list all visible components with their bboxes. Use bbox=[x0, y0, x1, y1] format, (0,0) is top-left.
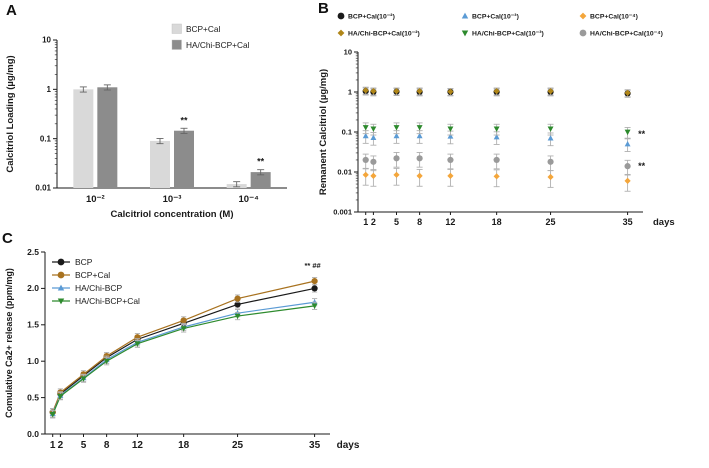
svg-text:1: 1 bbox=[363, 217, 368, 227]
svg-text:BCP+Cal: BCP+Cal bbox=[186, 24, 221, 34]
svg-text:BCP: BCP bbox=[75, 257, 93, 267]
svg-text:10⁻⁴: 10⁻⁴ bbox=[239, 194, 260, 205]
svg-text:days: days bbox=[653, 217, 675, 228]
svg-text:0.01: 0.01 bbox=[35, 184, 51, 193]
svg-text:**: ** bbox=[638, 161, 646, 171]
svg-text:18: 18 bbox=[178, 440, 190, 451]
svg-text:12: 12 bbox=[132, 440, 144, 451]
svg-text:25: 25 bbox=[546, 217, 556, 227]
svg-text:Calcitriol Loading (µg/mg): Calcitriol Loading (µg/mg) bbox=[5, 55, 16, 172]
svg-text:10: 10 bbox=[344, 48, 352, 57]
cumulative-ca-release-line-chart: 0.00.51.01.52.02.51 2 5 8 12 18 25 35 daysComula… bbox=[4, 247, 360, 451]
svg-text:0.001: 0.001 bbox=[333, 208, 352, 217]
svg-text:**: ** bbox=[257, 157, 265, 167]
svg-text:Calcitriol concentration (M): Calcitriol concentration (M) bbox=[111, 209, 234, 220]
svg-text:BCP+Cal(10⁻²): BCP+Cal(10⁻²) bbox=[348, 14, 395, 21]
svg-text:HA/Chi-BCP: HA/Chi-BCP bbox=[75, 283, 123, 293]
svg-text:2.0: 2.0 bbox=[27, 283, 39, 293]
svg-text:2: 2 bbox=[371, 217, 376, 227]
svg-text:2.5: 2.5 bbox=[27, 247, 39, 257]
svg-text:5: 5 bbox=[81, 440, 87, 451]
svg-text:0.01: 0.01 bbox=[337, 168, 352, 177]
svg-text:8: 8 bbox=[417, 217, 422, 227]
panel-b-label: B bbox=[318, 0, 329, 17]
svg-text:18: 18 bbox=[492, 217, 502, 227]
svg-text:0.5: 0.5 bbox=[27, 392, 39, 402]
panel-c-label: C bbox=[2, 230, 13, 247]
svg-text:25: 25 bbox=[232, 440, 244, 451]
svg-text:10⁻³: 10⁻³ bbox=[163, 194, 182, 205]
svg-text:BCP+Cal(10⁻³): BCP+Cal(10⁻³) bbox=[472, 14, 519, 21]
svg-text:Comulative Ca2+ release (ppm/m: Comulative Ca2+ release (ppm/mg) bbox=[4, 268, 14, 418]
svg-text:**: ** bbox=[180, 115, 188, 125]
svg-text:8: 8 bbox=[104, 440, 110, 451]
svg-text:35: 35 bbox=[309, 440, 321, 451]
svg-text:1: 1 bbox=[47, 85, 52, 94]
svg-text:1: 1 bbox=[50, 440, 56, 451]
svg-text:BCP+Cal(10⁻⁴): BCP+Cal(10⁻⁴) bbox=[590, 14, 638, 21]
svg-text:** ##: ** ## bbox=[304, 261, 321, 270]
svg-text:0.1: 0.1 bbox=[40, 134, 52, 143]
svg-text:HA/Chi-BCP+Cal(10⁻³): HA/Chi-BCP+Cal(10⁻³) bbox=[472, 31, 544, 38]
svg-text:1.0: 1.0 bbox=[27, 356, 39, 366]
svg-text:1: 1 bbox=[348, 88, 352, 97]
svg-text:1.5: 1.5 bbox=[27, 320, 39, 330]
svg-text:HA/Chi-BCP+Cal: HA/Chi-BCP+Cal bbox=[186, 40, 250, 50]
svg-text:days: days bbox=[337, 440, 360, 451]
svg-text:Remanent Calcitriol (µg/mg): Remanent Calcitriol (µg/mg) bbox=[318, 69, 329, 195]
svg-text:10⁻²: 10⁻² bbox=[86, 194, 105, 205]
svg-text:HA/Chi-BCP+Cal(10⁻⁴): HA/Chi-BCP+Cal(10⁻⁴) bbox=[590, 31, 663, 38]
svg-text:**: ** bbox=[638, 129, 646, 139]
svg-text:5: 5 bbox=[394, 217, 399, 227]
svg-text:2: 2 bbox=[58, 440, 64, 451]
svg-text:35: 35 bbox=[623, 217, 633, 227]
svg-text:12: 12 bbox=[445, 217, 455, 227]
svg-text:10: 10 bbox=[42, 36, 51, 45]
svg-text:HA/Chi-BCP+Cal: HA/Chi-BCP+Cal bbox=[75, 296, 140, 306]
svg-text:HA/Chi-BCP+Cal(10⁻²): HA/Chi-BCP+Cal(10⁻²) bbox=[348, 31, 420, 38]
calcitriol-loading-bar-chart: 0.01 0.1 1 10 10⁻² 10⁻³ 10⁻⁴ ** ** Calcitriol con… bbox=[5, 23, 287, 220]
svg-text:BCP+Cal: BCP+Cal bbox=[75, 270, 110, 280]
svg-text:0.0: 0.0 bbox=[27, 429, 39, 439]
svg-text:0.1: 0.1 bbox=[342, 128, 352, 137]
panel-a-label: A bbox=[6, 2, 17, 19]
